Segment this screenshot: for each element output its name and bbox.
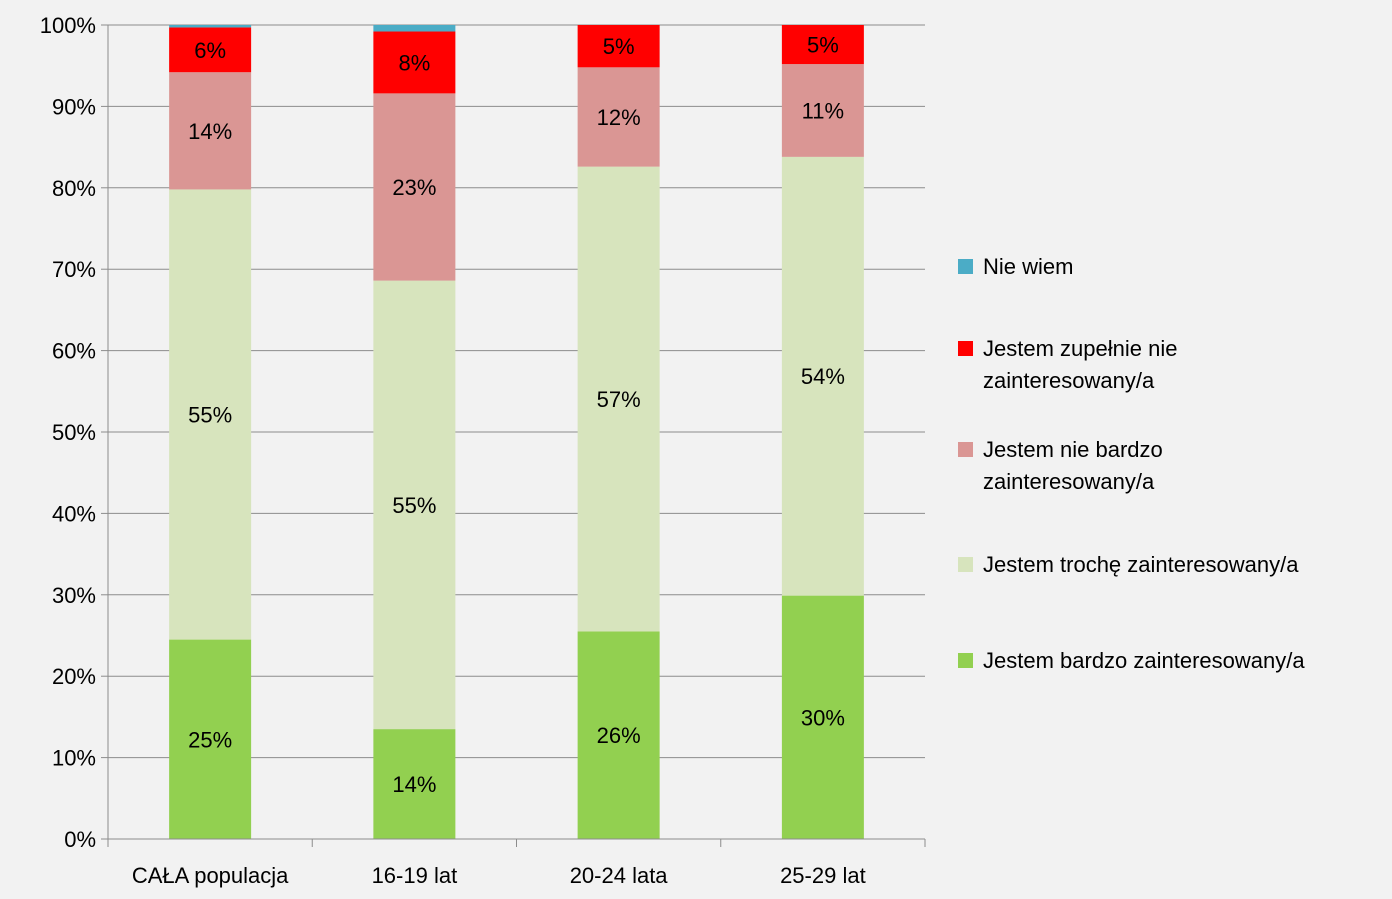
legend-label: Nie wiem [983, 254, 1073, 279]
y-tick-label: 60% [52, 339, 96, 364]
legend-swatch [958, 557, 973, 572]
bar-segment [373, 729, 456, 839]
data-label: 30% [801, 705, 845, 730]
data-label: 11% [802, 98, 844, 123]
legend-label: Jestem bardzo zainteresowany/a [983, 648, 1305, 673]
data-label: 8% [398, 50, 430, 75]
bar-segment [577, 166, 660, 632]
data-label: 25% [188, 727, 232, 752]
x-tick-label: 16-19 lat [372, 863, 458, 888]
data-label: 5% [603, 34, 635, 59]
x-tick-label: 25-29 lat [780, 863, 866, 888]
bar-segment [373, 25, 456, 32]
y-tick-label: 0% [64, 827, 96, 852]
legend-swatch [958, 442, 973, 457]
x-tick-label: 20-24 lata [570, 863, 669, 888]
data-label: 14% [188, 119, 232, 144]
legend-swatch [958, 653, 973, 668]
y-tick-label: 20% [52, 664, 96, 689]
data-label: 14% [392, 772, 436, 797]
legend-label-line: Jestem bardzo zainteresowany/a [983, 648, 1305, 673]
bar-segment [781, 25, 864, 65]
data-label: 55% [392, 493, 436, 518]
data-label: 5% [807, 33, 839, 58]
y-tick-label: 10% [52, 746, 96, 771]
bar-segment [169, 72, 252, 190]
bar-segment [169, 27, 252, 73]
y-tick-label: 100% [40, 13, 96, 38]
legend-label: Jestem zupełnie nie zainteresowany/a [983, 336, 1177, 393]
bar-segment [577, 25, 660, 68]
legend: Nie wiem Jestem zupełnie nie zainteresowan… [958, 254, 1305, 673]
bar-segment [781, 156, 864, 596]
axes: 0% 10% 20% 30% 40% 50% 60% 70% 80% 90% 100% CAŁA po… [40, 13, 926, 888]
data-labels: 25% 55% 14% 6% 14% 55% 23% 8% 26% 57% 12% 5% 30% 54% 1… [188, 33, 845, 798]
legend-label-line: Nie wiem [983, 254, 1073, 279]
y-tick-label: 80% [52, 176, 96, 201]
bar-segment [781, 64, 864, 157]
bar-segment [577, 631, 660, 839]
bar-segment [169, 25, 252, 28]
legend-label: Jestem nie bardzo zainteresowany/a [983, 437, 1163, 494]
legend-swatch [958, 259, 973, 274]
bar-segment [373, 280, 456, 730]
legend-label-line: Jestem zupełnie nie [983, 336, 1177, 361]
bars [169, 25, 864, 839]
y-tick-label: 70% [52, 257, 96, 282]
data-label: 54% [801, 364, 845, 389]
x-tick-label: CAŁA populacja [132, 863, 289, 888]
bar-segment [781, 595, 864, 839]
y-tick-label: 40% [52, 501, 96, 526]
legend-label-line: Jestem trochę zainteresowany/a [983, 552, 1299, 577]
data-label: 26% [597, 723, 641, 748]
data-label: 57% [597, 387, 641, 412]
data-label: 55% [188, 402, 232, 427]
legend-label-line: zainteresowany/a [983, 469, 1155, 494]
legend-swatch [958, 341, 973, 356]
bar-segment [169, 639, 252, 839]
bar-segment [169, 189, 252, 640]
bar-segment [373, 93, 456, 281]
y-tick-label: 50% [52, 420, 96, 445]
data-label: 23% [392, 175, 436, 200]
legend-label-line: Jestem nie bardzo [983, 437, 1163, 462]
bar-segment [577, 67, 660, 167]
y-tick-label: 30% [52, 583, 96, 608]
legend-label-line: zainteresowany/a [983, 368, 1155, 393]
y-tick-label: 90% [52, 94, 96, 119]
bar-segment [373, 31, 456, 94]
data-label: 6% [194, 38, 226, 63]
legend-label: Jestem trochę zainteresowany/a [983, 552, 1299, 577]
data-label: 12% [597, 105, 641, 130]
